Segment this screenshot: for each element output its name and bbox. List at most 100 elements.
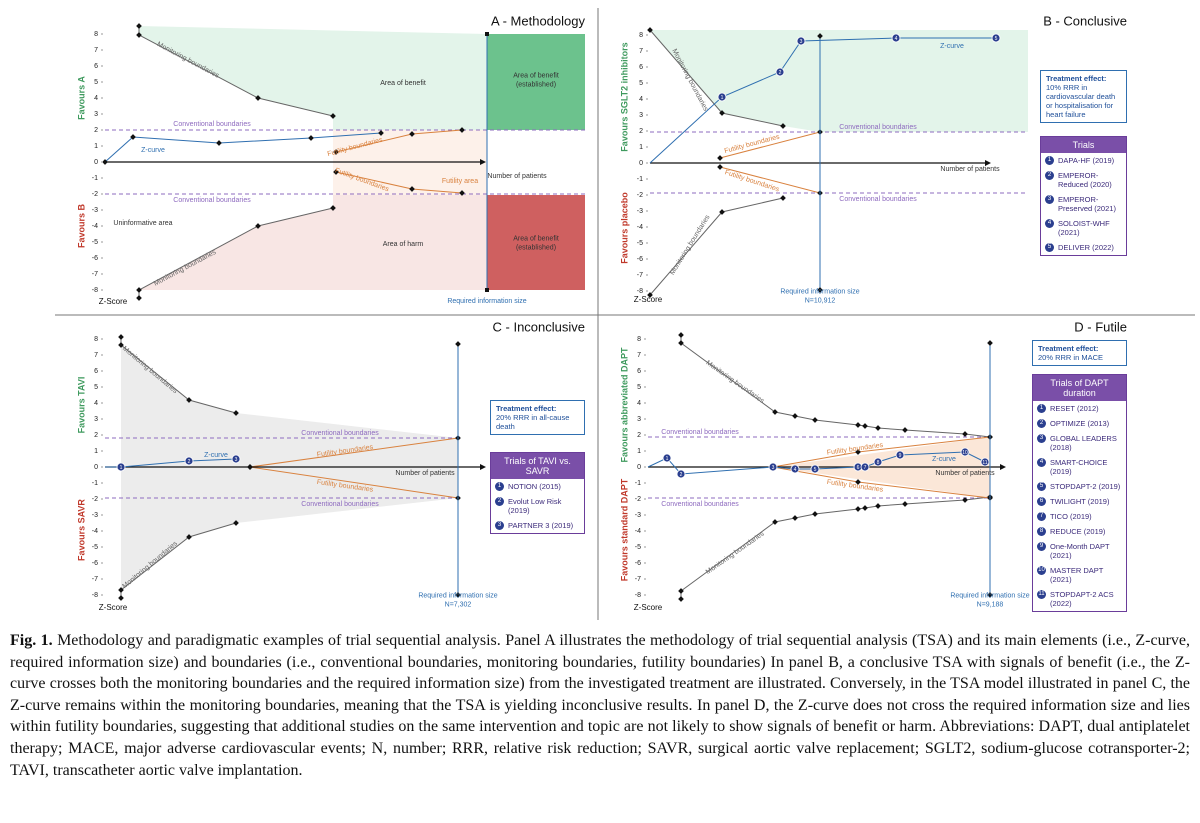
node: [333, 149, 339, 155]
y-tick-label: -6: [92, 255, 98, 262]
node: [485, 32, 489, 36]
y-tick-label: -3: [637, 208, 643, 215]
y-tick-label: -4: [92, 223, 98, 230]
node: [772, 409, 778, 415]
trial-name: Evolut Low Risk (2019): [508, 497, 562, 515]
node: [875, 503, 881, 509]
node: [817, 33, 823, 39]
trial-marker: [796, 36, 806, 46]
trial-number: 3: [495, 521, 504, 530]
y-tick-label: -2: [637, 192, 643, 199]
node: [485, 288, 489, 292]
node: [812, 417, 818, 423]
node: [136, 23, 142, 29]
y-tick-label: -5: [92, 544, 98, 551]
annotation: Required information size: [780, 288, 859, 295]
trial-item: 7 TICO (2019): [1033, 509, 1126, 524]
treatment-effect: Treatment effect: 20% RRR in all-cause de…: [490, 400, 585, 435]
annotation: Z-curve: [940, 43, 964, 50]
arrow-head: [480, 464, 486, 470]
y-tick-label: 5: [637, 384, 641, 391]
y-tick-label: -6: [635, 560, 641, 567]
trial-number: 8: [1037, 527, 1046, 536]
y-tick-label: -6: [92, 560, 98, 567]
trials-title: Trials of DAPT duration: [1033, 375, 1126, 401]
trial-marker-number: 11: [982, 460, 987, 466]
trial-name: RESET (2012): [1050, 404, 1099, 413]
annotation: Area of benefit: [513, 72, 559, 79]
trial-number: 10: [1037, 566, 1046, 575]
monitoring-boundary: [138, 26, 334, 117]
y-tick-label: -4: [92, 528, 98, 535]
trial-name: SMART-CHOICE (2019): [1050, 458, 1108, 476]
node: [455, 341, 461, 347]
trial-marker: [860, 462, 870, 472]
node: [817, 287, 823, 293]
treatment-effect: Treatment effect: 20% RRR in MACE: [1032, 340, 1127, 366]
annotation: Area of benefit: [380, 80, 426, 87]
y-tick-label: -3: [92, 207, 98, 214]
annotation: Number of patients: [487, 173, 547, 180]
trial-number: 1: [1045, 156, 1054, 165]
node: [962, 431, 968, 437]
node: [862, 505, 868, 511]
trial-number: 1: [1037, 404, 1046, 413]
y-tick-label: -8: [92, 287, 98, 294]
trial-item: 2 Evolut Low Risk (2019): [491, 494, 584, 518]
annotation: Futility boundaries: [724, 169, 781, 193]
trial-marker-number: 5: [995, 36, 998, 42]
trial-name: NOTION (2015): [508, 482, 561, 491]
annotation: Conventional boundaries: [661, 429, 739, 436]
monitoring-boundary: [680, 335, 991, 438]
trial-marker-number: 9: [899, 453, 902, 459]
node: [255, 95, 261, 101]
node: [717, 164, 723, 170]
trial-marker-number: 6: [857, 465, 860, 471]
annotation: Monitoring boundaries: [705, 530, 766, 576]
trial-item: 8 REDUCE (2019): [1033, 524, 1126, 539]
y-tick-label: 2: [637, 432, 641, 439]
annotation: Area of benefit: [513, 235, 559, 242]
trial-item: 1 RESET (2012): [1033, 401, 1126, 416]
y-tick-label: 6: [94, 368, 98, 375]
node: [855, 422, 861, 428]
y-tick-label: 6: [94, 63, 98, 70]
arrow-head: [480, 159, 486, 165]
futility-boundary: [719, 166, 821, 194]
annotation: Number of patients: [940, 166, 1000, 173]
node: [962, 497, 968, 503]
trial-name: GLOBAL LEADERS (2018): [1050, 434, 1117, 452]
trial-number: 4: [1037, 458, 1046, 467]
trial-item: 2 OPTIMIZE (2013): [1033, 416, 1126, 431]
trials-box: Trials of DAPT duration 1 RESET (2012) 2 OPT…: [1032, 374, 1127, 612]
y-tick-label: -1: [635, 480, 641, 487]
arrow-head: [985, 160, 991, 166]
trial-number: 7: [1037, 512, 1046, 521]
panel-title: D - Futile: [1074, 319, 1127, 334]
annotation: Number of patients: [935, 470, 995, 477]
y-tick-label: 1: [639, 144, 643, 151]
node: [875, 425, 881, 431]
established-benefit: [487, 195, 585, 290]
y-tick-label: 0: [639, 160, 643, 167]
trial-number: 2: [1037, 419, 1046, 428]
monitoring-boundary: [120, 337, 237, 414]
trial-marker: [873, 457, 883, 467]
node: [136, 287, 142, 293]
node: [987, 340, 993, 346]
trial-marker: [991, 33, 1001, 43]
trial-marker-number: 1: [120, 465, 123, 471]
trial-item: 1 DAPA-HF (2019): [1041, 153, 1126, 168]
arrow-head: [1000, 464, 1006, 470]
node: [987, 592, 993, 598]
y-tick-label: 6: [637, 368, 641, 375]
trial-marker: [790, 464, 800, 474]
effect-title: Treatment effect:: [1038, 344, 1099, 353]
area-benefit: [139, 26, 487, 130]
z-score-label: Z-Score: [99, 603, 128, 612]
y-tick-label: 4: [639, 96, 643, 103]
trial-name: STOPDAPT-2 ACS (2022): [1050, 590, 1114, 608]
trial-name: MASTER DAPT (2021): [1050, 566, 1104, 584]
node: [118, 595, 124, 601]
